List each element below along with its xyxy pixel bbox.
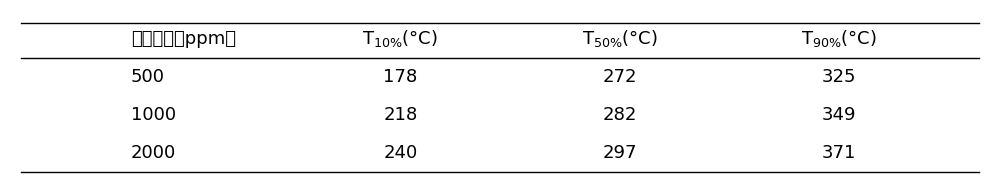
Text: 178: 178	[383, 68, 417, 86]
Text: 1000: 1000	[131, 106, 176, 124]
Text: T$_{10\%}$($°$C): T$_{10\%}$($°$C)	[362, 28, 438, 49]
Text: 325: 325	[822, 68, 856, 86]
Text: T$_{50\%}$($°$C): T$_{50\%}$($°$C)	[582, 28, 658, 49]
Text: 349: 349	[822, 106, 856, 124]
Text: 氯苯浓度（ppm）: 氯苯浓度（ppm）	[131, 30, 236, 48]
Text: 371: 371	[822, 144, 856, 162]
Text: 2000: 2000	[131, 144, 176, 162]
Text: 297: 297	[602, 144, 637, 162]
Text: T$_{90\%}$($°$C): T$_{90\%}$($°$C)	[801, 28, 877, 49]
Text: 272: 272	[602, 68, 637, 86]
Text: 282: 282	[602, 106, 637, 124]
Text: 218: 218	[383, 106, 417, 124]
Text: 240: 240	[383, 144, 417, 162]
Text: 500: 500	[131, 68, 165, 86]
